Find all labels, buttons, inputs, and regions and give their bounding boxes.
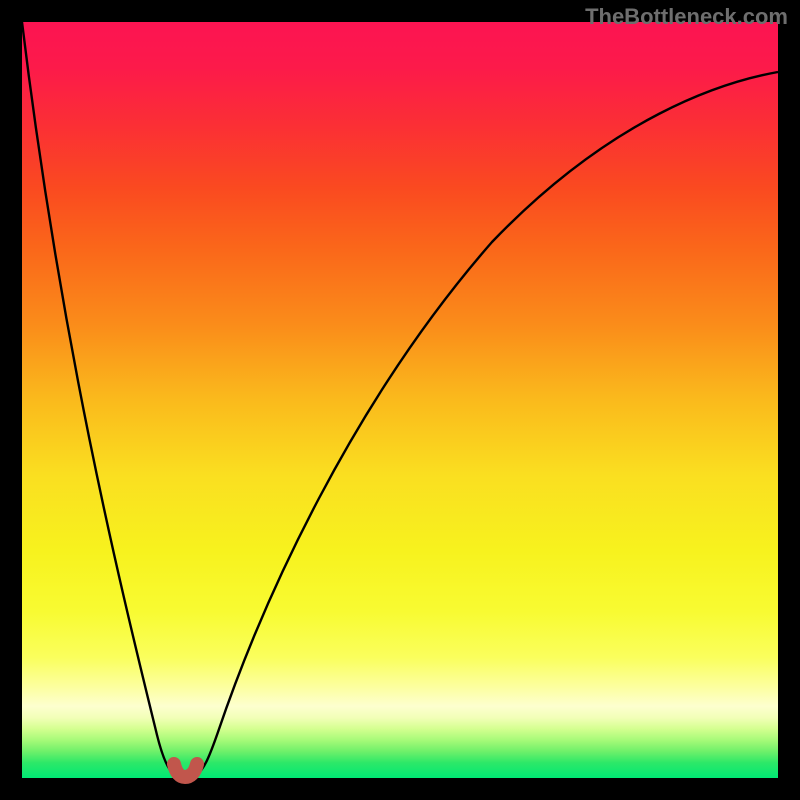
chart-container: TheBottleneck.com — [0, 0, 800, 800]
bottleneck-chart — [0, 0, 800, 800]
chart-plot-area — [22, 22, 778, 778]
